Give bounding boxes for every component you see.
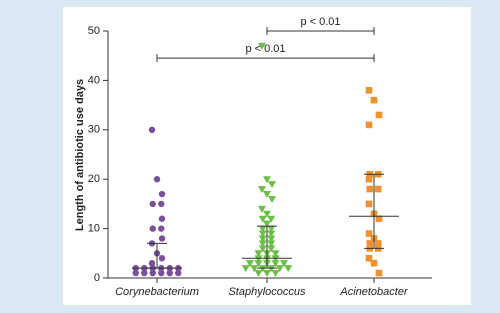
point: [258, 245, 267, 253]
point: [271, 270, 280, 278]
point: [166, 269, 173, 277]
point: [263, 210, 271, 218]
point: [375, 269, 383, 277]
point: [365, 121, 373, 129]
point: [374, 185, 382, 193]
point: [268, 181, 276, 189]
point: [158, 269, 165, 277]
point: [375, 111, 383, 119]
point: [254, 250, 263, 258]
point: [175, 269, 182, 277]
y-tick-label: 20: [88, 173, 100, 185]
significance-label: p < 0.01: [245, 43, 285, 55]
point: [284, 265, 293, 273]
point: [158, 255, 166, 262]
point: [375, 215, 383, 223]
point: [258, 42, 266, 50]
point: [365, 86, 373, 94]
point: [263, 270, 271, 278]
point: [263, 191, 271, 199]
point: [153, 176, 161, 183]
point: [258, 215, 267, 223]
x-tick-label: Staphylococcus: [228, 286, 306, 298]
point: [280, 260, 288, 268]
x-tick-label: Corynebacterium: [115, 286, 199, 298]
point: [365, 175, 373, 183]
point: [267, 225, 276, 233]
y-tick-label: 50: [88, 25, 100, 37]
point: [268, 195, 276, 203]
x-tick-label: Acinetobacter: [339, 286, 409, 298]
point: [267, 215, 276, 223]
point: [267, 240, 276, 248]
point: [267, 230, 276, 238]
point: [263, 220, 271, 228]
point: [158, 225, 165, 232]
significance-label: p < 0.01: [300, 16, 340, 28]
point: [258, 225, 267, 233]
point: [158, 200, 165, 208]
point: [149, 200, 156, 208]
point: [241, 265, 250, 273]
point: [275, 265, 284, 273]
point: [365, 254, 373, 262]
point: [250, 265, 259, 273]
point: [370, 259, 378, 267]
point: [267, 235, 276, 243]
y-tick-label: 0: [94, 272, 100, 284]
y-tick-label: 40: [88, 74, 100, 86]
y-axis-label: Length of antibiotic use days: [74, 79, 86, 231]
point: [366, 185, 374, 193]
point: [370, 96, 378, 104]
y-tick-label: 30: [88, 124, 100, 136]
point: [365, 230, 373, 237]
point: [258, 240, 267, 248]
point: [246, 260, 254, 268]
point: [158, 235, 166, 242]
point: [258, 235, 267, 243]
point: [366, 240, 374, 247]
point: [148, 259, 156, 267]
point: [158, 190, 166, 198]
point: [141, 269, 148, 277]
point: [267, 245, 276, 253]
point: [258, 230, 267, 238]
point: [254, 260, 263, 268]
point: [365, 200, 373, 208]
point: [132, 269, 139, 277]
point: [263, 176, 271, 184]
point: [271, 250, 280, 258]
point: [148, 126, 156, 133]
point: [271, 260, 280, 268]
point: [258, 205, 266, 213]
point: [149, 225, 156, 232]
point: [149, 269, 156, 277]
point: [254, 270, 263, 278]
point: [158, 215, 166, 222]
point: [374, 240, 382, 247]
point: [258, 186, 266, 194]
y-tick-label: 10: [88, 223, 100, 235]
